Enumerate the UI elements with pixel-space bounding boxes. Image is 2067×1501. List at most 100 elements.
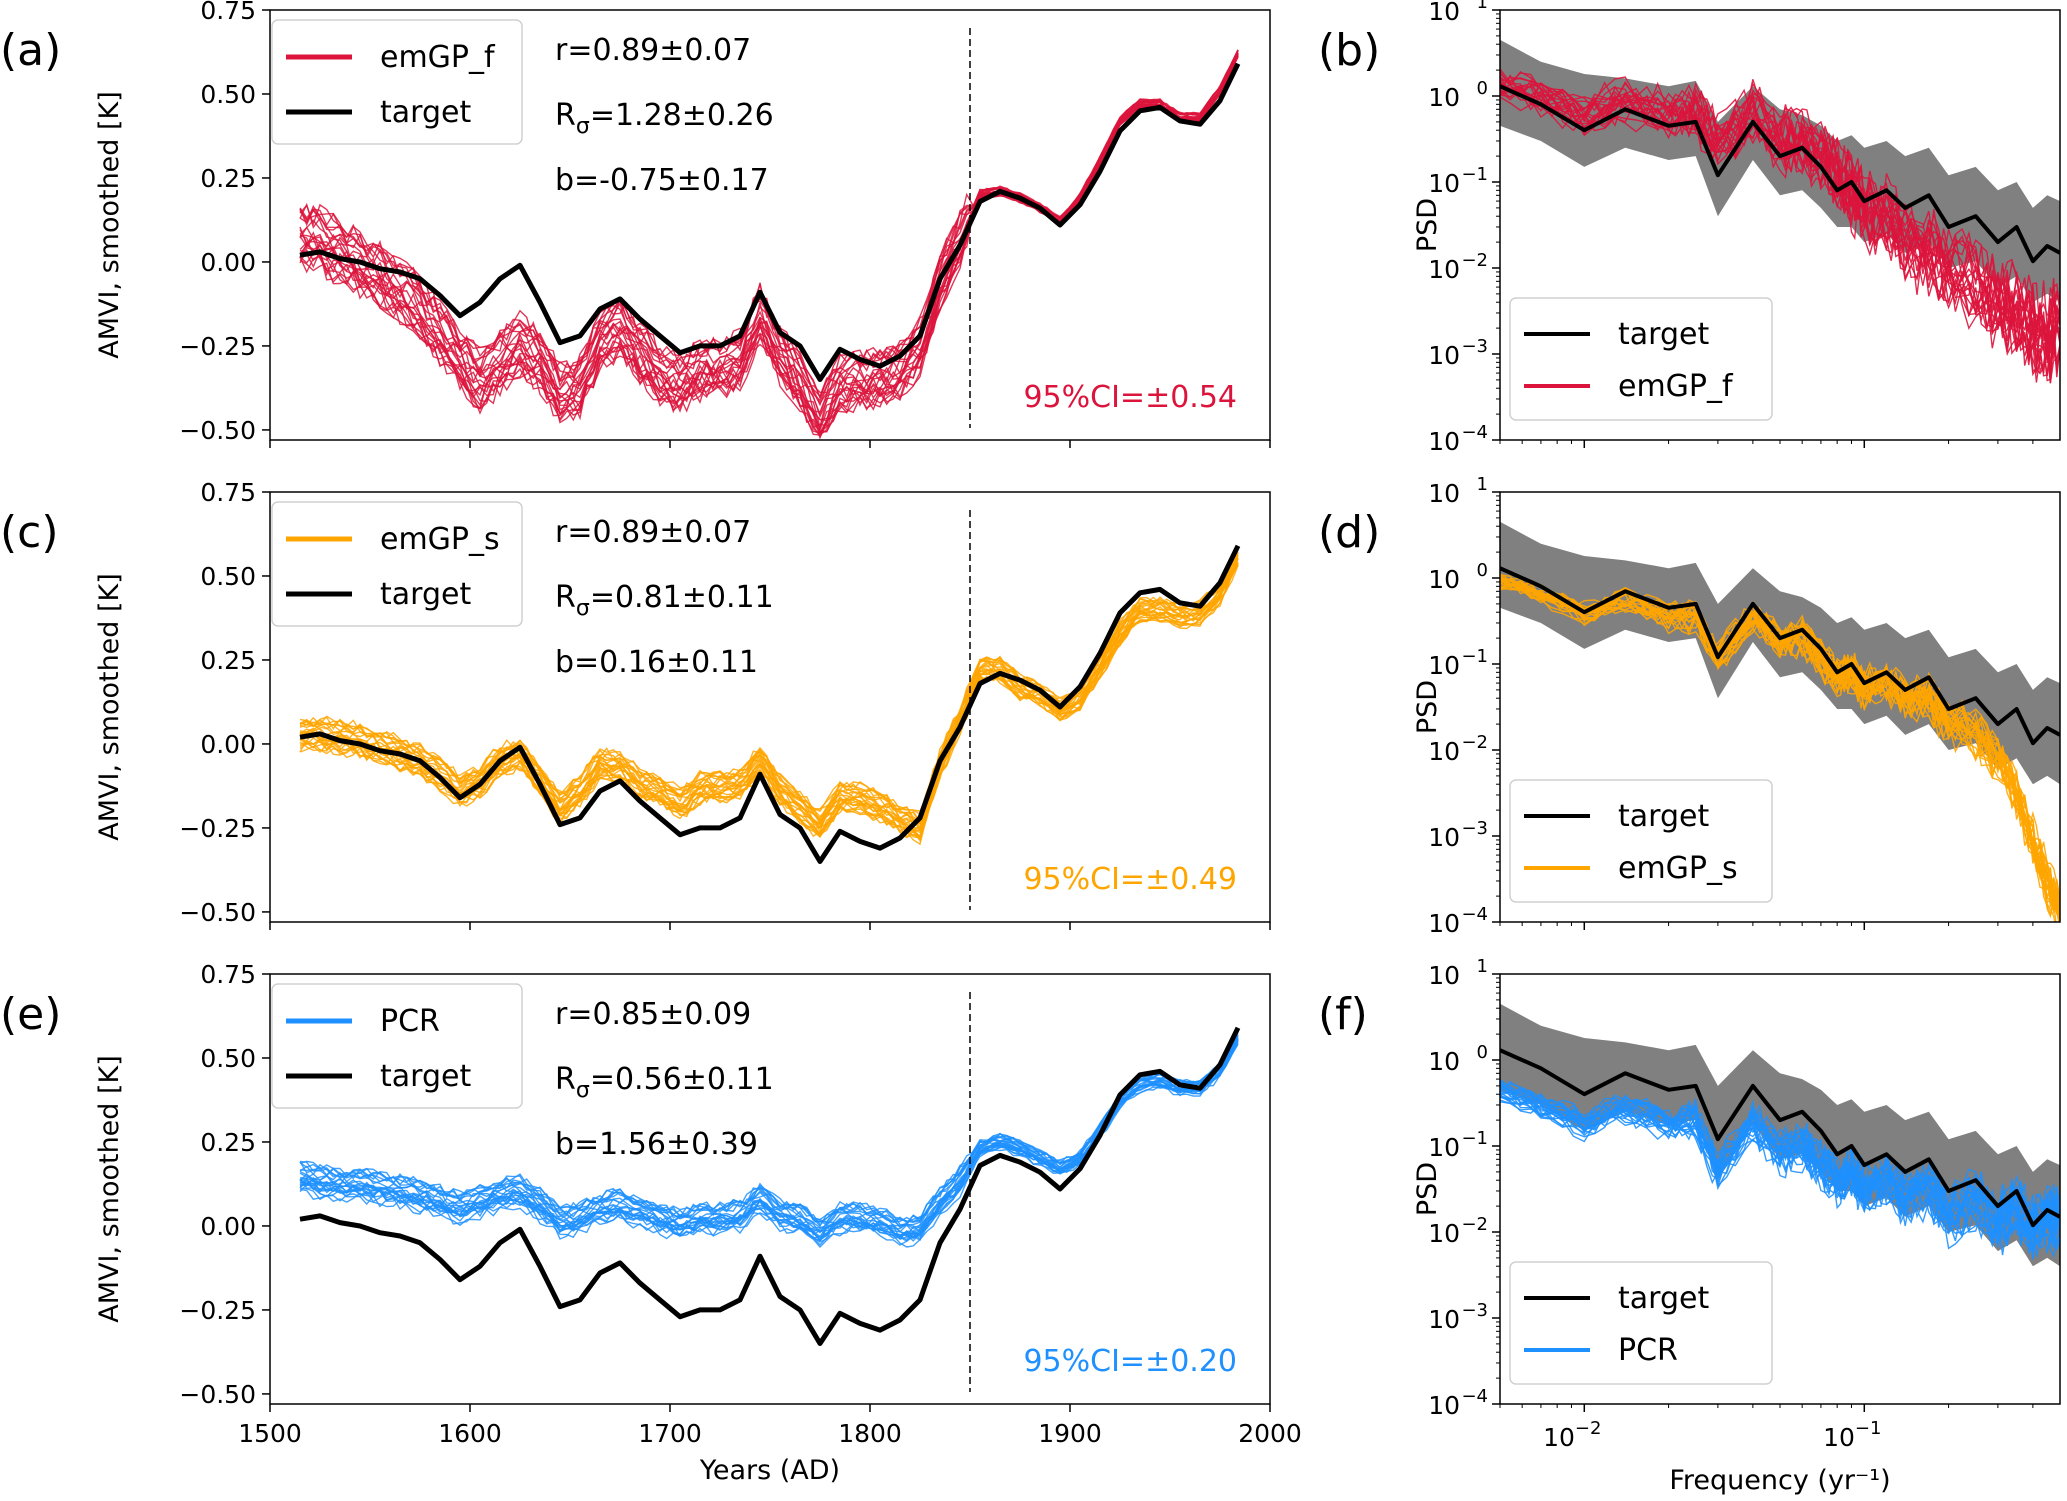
- timeseries-panel: (a) −0.50 −0.25 0.00 0.25 0.50 0.75 AMVI, smoot…: [0, 0, 1271, 448]
- y-tick-exponent: −3: [1461, 818, 1488, 839]
- axes-frame: [269, 973, 1271, 1405]
- y-tick-exponent: 0: [1477, 560, 1488, 581]
- psd-plot-area: [1500, 521, 2060, 922]
- y-tick-label: −0.50: [179, 1380, 256, 1409]
- y-tick-label: 10−2: [1428, 1214, 1488, 1248]
- timeseries-panel: (c) −0.50 −0.25 0.00 0.25 0.50 0.75 AMVI, smoot…: [0, 478, 1271, 930]
- y-tick-exponent: −2: [1461, 1214, 1488, 1235]
- panel-label: (b): [1318, 25, 1380, 76]
- y-tick-exponent: −1: [1461, 1128, 1488, 1149]
- stat-text: Rσ=1.28±0.26: [555, 98, 774, 139]
- y-tick-label: 0.50: [200, 80, 256, 109]
- ci-annotation: 95%CI=±0.54: [1023, 380, 1237, 415]
- stat-text: Rσ=0.81±0.11: [555, 580, 774, 621]
- stat-prefix: R: [555, 580, 576, 615]
- y-tick-label: 0.00: [200, 248, 256, 277]
- ensemble-line: [299, 1031, 1239, 1227]
- y-tick-label: 0.25: [200, 1128, 256, 1157]
- ensemble-line: [1500, 574, 2060, 908]
- psd-plot-area: [1500, 39, 2060, 384]
- y-tick-label: 10 1: [1428, 956, 1488, 990]
- axes-frame: [269, 491, 1271, 923]
- ensemble-line: [1500, 68, 2060, 336]
- panel-label: (e): [0, 989, 61, 1040]
- y-tick-label: 10 1: [1428, 0, 1488, 26]
- y-tick-exponent: −3: [1461, 1300, 1488, 1321]
- x-tick-label: 1600: [438, 1419, 502, 1448]
- panel-label: (a): [0, 25, 61, 76]
- x-tick-label: 1500: [238, 1419, 302, 1448]
- legend-label: target: [1618, 317, 1709, 352]
- ensemble-group: [299, 49, 1239, 440]
- ensemble-line: [1500, 1085, 2060, 1234]
- ensemble-line: [1500, 1091, 2060, 1253]
- y-tick-label: −0.50: [179, 416, 256, 445]
- legend: target emGP_s: [1509, 779, 1773, 903]
- y-tick-label: 10−1: [1428, 164, 1488, 198]
- y-tick-label: 10−2: [1428, 732, 1488, 766]
- y-tick-label: 10−1: [1428, 646, 1488, 680]
- stat-subscript: σ: [576, 1078, 590, 1103]
- ensemble-line: [1500, 82, 2060, 374]
- x-tick-exponent: −2: [1575, 1418, 1602, 1439]
- legend-label: emGP_f: [1618, 369, 1734, 404]
- stat-subscript: σ: [576, 114, 590, 139]
- y-tick-label: 10−3: [1428, 336, 1488, 370]
- ci-annotation: 95%CI=±0.49: [1023, 862, 1237, 897]
- y-tick-label: −0.25: [179, 814, 256, 843]
- stat-value: =0.56±0.11: [590, 1062, 774, 1097]
- timeseries-panel: (e) −0.50 −0.25 0.00 0.25 0.50 0.75 1500 1600 170…: [0, 960, 1302, 1486]
- y-tick-exponent: −2: [1461, 250, 1488, 271]
- y-tick-label: 10 0: [1428, 560, 1488, 594]
- y-axis-title: PSD: [1412, 198, 1443, 252]
- y-tick-exponent: −3: [1461, 336, 1488, 357]
- y-tick-exponent: 1: [1477, 956, 1488, 977]
- y-tick-label: 10 1: [1428, 474, 1488, 508]
- target-line: [1500, 566, 2060, 746]
- y-axis-title: AMVI, smoothed [K]: [94, 91, 125, 359]
- target-line: [1500, 1048, 2060, 1228]
- legend-label: target: [380, 95, 471, 130]
- legend-box: [1509, 1261, 1773, 1385]
- target-line: [299, 544, 1241, 864]
- legend-label: PCR: [380, 1004, 440, 1039]
- ensemble-line: [299, 548, 1239, 824]
- ensemble-line: [299, 50, 1239, 394]
- stat-text: b=-0.75±0.17: [555, 163, 769, 198]
- y-axis-title: AMVI, smoothed [K]: [94, 573, 125, 841]
- y-tick-exponent: −4: [1461, 1386, 1488, 1407]
- y-tick-exponent: −1: [1461, 164, 1488, 185]
- x-tick-label: 2000: [1238, 1419, 1302, 1448]
- legend: target emGP_f: [1509, 297, 1773, 421]
- y-tick-label: 0.75: [200, 960, 256, 989]
- y-tick-label: 10−4: [1428, 1386, 1488, 1420]
- x-tick-label: 1900: [1038, 1419, 1102, 1448]
- axes-frame: [269, 9, 1271, 441]
- stat-prefix: R: [555, 98, 576, 133]
- y-tick-label: 0.25: [200, 646, 256, 675]
- y-tick-label: −0.25: [179, 332, 256, 361]
- target-line: [299, 62, 1241, 382]
- x-axis-title: Years (AD): [699, 1455, 840, 1486]
- y-tick-label: −0.25: [179, 1296, 256, 1325]
- ensemble-line: [299, 1037, 1239, 1237]
- legend-label: emGP_s: [380, 522, 500, 557]
- target-line: [1500, 84, 2060, 264]
- ensemble-line: [1500, 584, 2060, 922]
- ensemble-line: [299, 553, 1239, 825]
- ensemble-line: [299, 54, 1239, 433]
- target-line: [299, 1026, 1241, 1346]
- y-tick-exponent: −2: [1461, 732, 1488, 753]
- y-tick-label: 10 0: [1428, 78, 1488, 112]
- y-axis-title: PSD: [1412, 1162, 1443, 1216]
- x-tick-label: 10−2: [1543, 1418, 1601, 1452]
- stat-text: r=0.89±0.07: [555, 33, 751, 68]
- panel-label: (d): [1318, 507, 1380, 558]
- panel-label: (f): [1318, 989, 1368, 1040]
- legend-box: [1509, 779, 1773, 903]
- stat-subscript: σ: [576, 596, 590, 621]
- ensemble-line: [299, 1039, 1239, 1242]
